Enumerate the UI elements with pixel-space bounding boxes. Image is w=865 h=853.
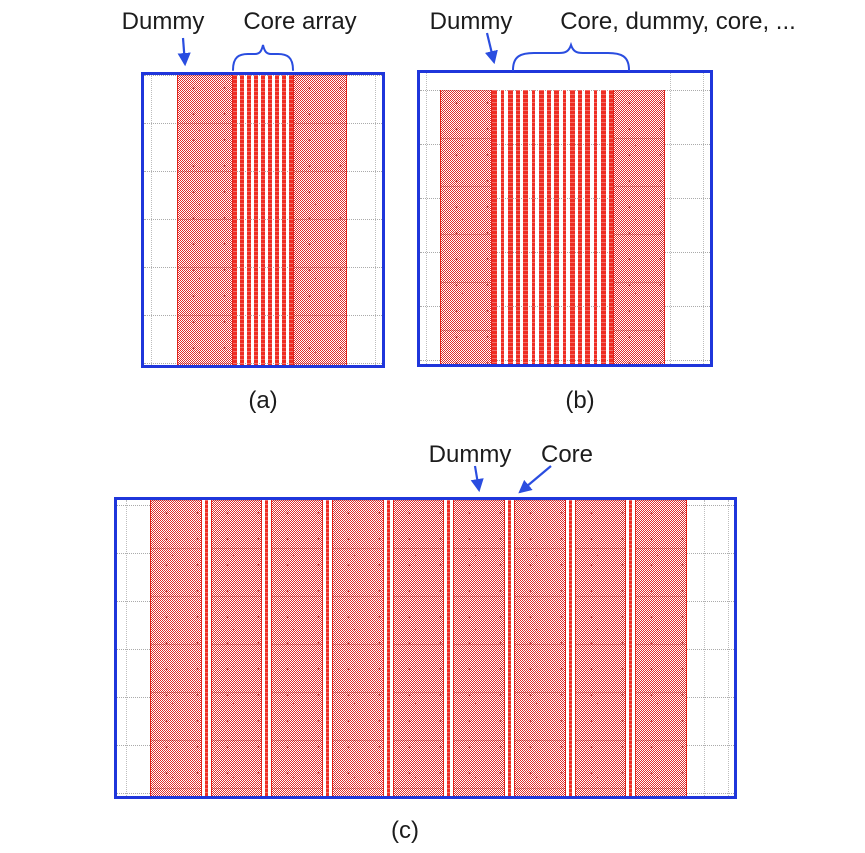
core-stripe: [629, 500, 633, 796]
panel-b-outline: [417, 70, 713, 367]
core-gap: [201, 500, 211, 796]
core-stripe: [562, 90, 567, 364]
core-stripe: [516, 90, 520, 364]
core-stripe: [609, 90, 613, 364]
margin-grid-line: [704, 500, 705, 796]
core-stripe: [600, 90, 606, 364]
core-stripe: [554, 90, 560, 364]
core-gap: [383, 500, 393, 796]
panel-a-layout-area: [144, 75, 382, 365]
core-stripe: [538, 90, 544, 364]
core-stripe: [578, 90, 582, 364]
panel-c-core-label: Core: [540, 441, 594, 468]
dummy-fill-block: [440, 90, 492, 364]
core-stripe: [531, 90, 536, 364]
core-stripe: [508, 500, 512, 796]
panel-c-caption: (c): [391, 817, 419, 844]
dummy-arrow-a-icon: [177, 37, 191, 67]
margin-grid-line: [728, 500, 729, 796]
dummy-fill-block: [574, 500, 627, 796]
core-gap: [565, 500, 575, 796]
core-gap: [262, 500, 272, 796]
core-stripe: [281, 75, 286, 365]
dummy-fill-block: [453, 500, 506, 796]
panel-c-layout-area: [117, 500, 734, 796]
panel-b-caption: (b): [565, 387, 595, 414]
panel-a-core-array-label: Core array: [243, 8, 357, 35]
core-stripe: [523, 90, 529, 364]
core-gap: [626, 500, 636, 796]
dummy-fill-block: [293, 75, 347, 365]
core-stripe: [267, 75, 273, 365]
core-arrow-c-icon: [518, 465, 552, 494]
panel-b-layout-area: [420, 73, 710, 364]
core-stripe: [507, 90, 513, 364]
dummy-fill-block: [177, 75, 233, 365]
margin-grid-line: [670, 73, 671, 364]
core-stripe: [288, 75, 293, 365]
core-stripe: [233, 75, 238, 365]
margin-grid-line: [703, 73, 704, 364]
panel-a-caption: (a): [248, 387, 278, 414]
core-stripe: [593, 90, 598, 364]
dummy-fill-block: [613, 90, 665, 364]
core-stripe: [246, 75, 252, 365]
dummy-fill-block: [392, 500, 445, 796]
panel-a-dummy-label: Dummy: [121, 8, 205, 35]
dummy-fill-block: [635, 500, 688, 796]
core-stripe: [500, 90, 505, 364]
dummy-fill-block: [150, 500, 202, 796]
core-stripe: [547, 90, 551, 364]
dummy-arrow-b-icon: [485, 32, 498, 65]
core-array-brace-a-icon: [232, 44, 294, 71]
core-stripe: [326, 500, 330, 796]
panel-c-dummy-label: Dummy: [428, 441, 512, 468]
core-stripe: [239, 75, 245, 365]
core-stripe: [585, 90, 591, 364]
panel-b-core-sequence-label: Core, dummy, core, ...: [560, 8, 796, 35]
panel-b-dummy-label: Dummy: [429, 8, 513, 35]
margin-grid-line: [426, 73, 427, 364]
core-gap: [444, 500, 454, 796]
margin-grid-line: [151, 75, 152, 365]
core-stripe: [386, 500, 390, 796]
core-stripe: [569, 90, 575, 364]
core-gap: [323, 500, 333, 796]
dummy-fill-block: [514, 500, 566, 796]
dummy-fill-block: [332, 500, 384, 796]
dummy-fill-block: [271, 500, 324, 796]
core-stripe: [253, 75, 259, 365]
core-stripe: [274, 75, 279, 365]
core-array-region: [492, 90, 613, 364]
panel-c-outline: [114, 497, 737, 799]
core-stripe: [447, 500, 451, 796]
core-stripe: [204, 500, 208, 796]
core-stripe: [260, 75, 266, 365]
dummy-arrow-c-icon: [470, 465, 484, 493]
dummy-fill-block: [210, 500, 263, 796]
panel-a-outline: [141, 72, 385, 368]
core-array-region: [233, 75, 293, 365]
core-stripe: [265, 500, 269, 796]
core-stripe: [492, 90, 497, 364]
dummy-core-alternating-region: [150, 500, 688, 796]
margin-grid-line: [375, 75, 376, 365]
core-sequence-brace-b-icon: [512, 41, 630, 71]
core-stripe: [568, 500, 572, 796]
core-gap: [505, 500, 515, 796]
margin-grid-line: [126, 500, 127, 796]
